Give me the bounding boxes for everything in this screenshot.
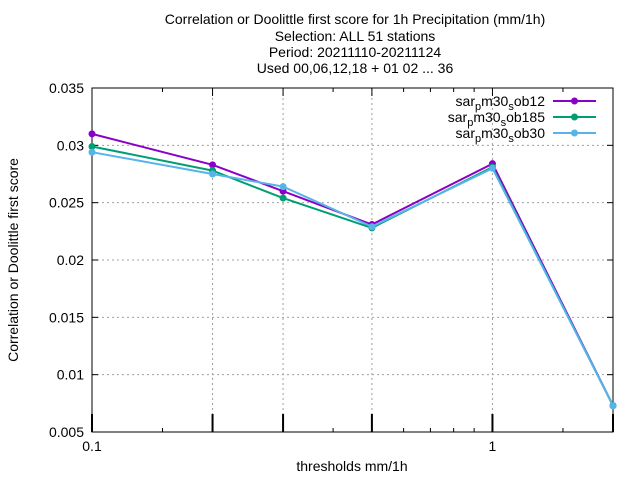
y-tick-label: 0.01 [57,367,84,383]
grid [92,88,613,432]
legend-entry: sarpm30sob30 [456,125,596,145]
y-tick-label: 0.025 [49,195,84,211]
x-tick-label: 1 [489,438,497,454]
data-point [209,161,217,169]
title-line-3: Period: 20211110-20211124 [269,44,442,60]
y-tick-label: 0.035 [49,80,84,96]
series-ob12 [88,130,617,410]
legend-swatch-point [571,97,578,105]
title-line-1: Correlation or Doolittle first score for… [165,11,545,27]
y-tick-label: 0.02 [57,252,84,268]
series-line [91,145,614,407]
data-point [279,183,287,191]
legend-label: sarpm30sob30 [456,125,546,145]
legend-swatch-point [571,129,578,137]
x-tick-label: 0.1 [82,438,102,454]
data-point [209,170,217,178]
legend-swatch-point [571,113,578,121]
data-point [609,402,617,410]
y-tick-label: 0.03 [57,137,84,153]
y-tick-label: 0.005 [49,424,84,440]
y-tick-label: 0.015 [49,309,84,325]
data-point [88,130,96,138]
plot-frame [91,87,614,433]
data-point [488,164,496,172]
series-line [91,151,614,407]
data-point [279,194,287,202]
series-ob30 [88,148,617,410]
data-point [88,148,96,156]
legend-entry: sarpm30sob185 [448,109,596,129]
series-ob185 [88,142,617,410]
title-line-4: Used 00,06,12,18 + 01 02 ... 36 [257,60,454,76]
series-lines [88,130,617,410]
legend-entry: sarpm30sob12 [456,93,596,113]
data-point [368,223,376,231]
series-line [91,132,614,407]
axis-ticks: 0.005 0.01 0.015 0.02 0.025 0.03 0.035 0.1 1 [49,80,614,454]
x-axis-label: thresholds mm/1h [296,458,407,474]
chart-title: Correlation or Doolittle first score for… [165,11,545,76]
title-line-2: Selection: ALL 51 stations [275,28,436,44]
legend-label: sarpm30sob185 [448,109,545,129]
y-axis-label: Correlation or Doolittle first score [5,158,21,362]
data-point [88,142,96,150]
legend-label: sarpm30sob12 [456,93,546,113]
